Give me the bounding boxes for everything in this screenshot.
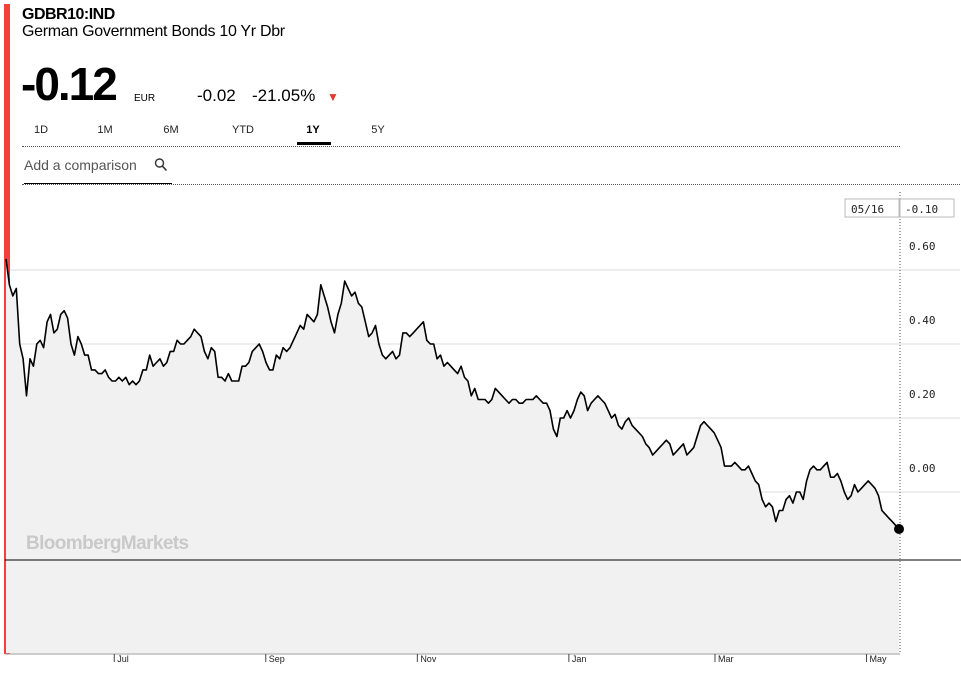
y-tick-label: 0.20 (909, 388, 936, 401)
tab-1d[interactable]: 1D (33, 124, 49, 136)
y-tick-label: 0.60 (909, 240, 936, 253)
cursor-value-label: -0.10 (905, 203, 938, 216)
area-fill (6, 258, 899, 653)
cursor-date-box (844, 198, 900, 218)
currency-label: EUR (134, 93, 156, 104)
last-price: -0.12 (21, 58, 118, 110)
x-tick-label: Sep (269, 654, 285, 664)
x-tick-label: Mar (718, 654, 734, 664)
cursor-readout: 05/16 -0.10 (844, 198, 955, 218)
active-tab-indicator (297, 142, 331, 145)
y-tick-label: 0.00 (909, 462, 936, 475)
search-icon[interactable] (154, 157, 168, 173)
timeframe-tabs: 1D 1M 6M YTD 1Y 5Y (22, 122, 900, 147)
comparison-search (24, 155, 172, 184)
down-arrow-icon: ▼ (327, 90, 339, 104)
bloomberg-markets-watermark: BloombergMarkets (26, 533, 189, 554)
toolbar-divider (22, 184, 960, 185)
security-name: German Government Bonds 10 Yr Dbr (22, 23, 285, 40)
cursor-value-box (899, 198, 955, 218)
tab-1m[interactable]: 1M (97, 124, 113, 136)
tab-5y[interactable]: 5Y (371, 124, 385, 136)
comparison-input[interactable] (24, 157, 149, 173)
price-change: -0.02 (197, 86, 236, 105)
x-axis: Jul Sep Nov Jan Mar May (5, 653, 900, 664)
tab-6m[interactable]: 6M (163, 124, 179, 136)
last-point-marker (894, 524, 904, 534)
x-tick-label: Jan (572, 654, 587, 664)
price-line (5, 258, 900, 530)
tab-1y[interactable]: 1Y (306, 124, 320, 136)
x-tick-label: May (870, 654, 888, 664)
tab-ytd[interactable]: YTD (232, 124, 254, 136)
ticker-symbol: GDBR10:IND (22, 6, 115, 23)
x-tick-label: Jul (117, 654, 129, 664)
cursor-date-label: 05/16 (851, 203, 884, 216)
price-change-percent: -21.05% (252, 86, 316, 105)
x-tick-label: Nov (420, 654, 437, 664)
y-tick-label: 0.40 (909, 314, 936, 327)
y-axis: 0.60 0.40 0.20 0.00 (909, 240, 936, 475)
